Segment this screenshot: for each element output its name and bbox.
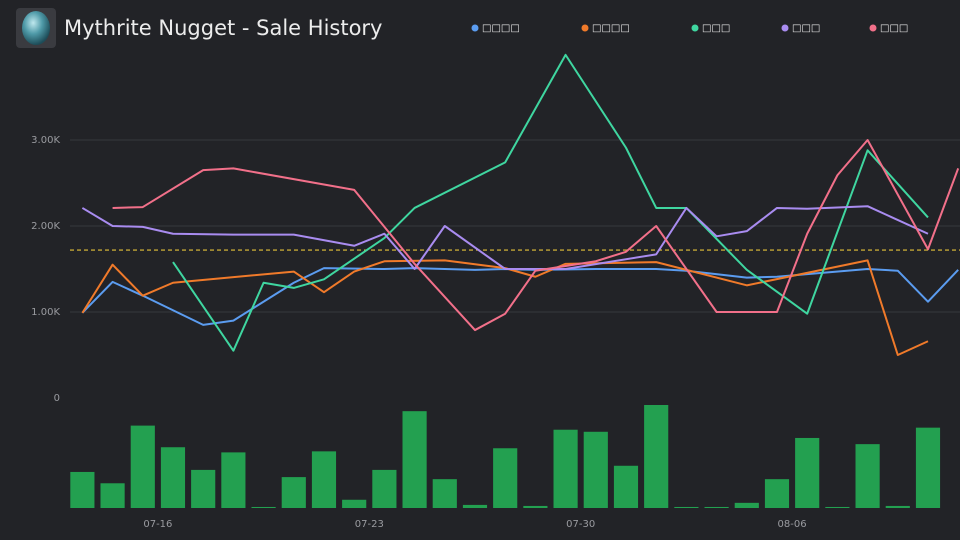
legend-label[interactable]: □□□ xyxy=(880,23,908,34)
volume-bar xyxy=(281,477,306,508)
x-tick-label: 08-06 xyxy=(778,519,807,530)
volume-bar xyxy=(885,505,910,508)
volume-bar xyxy=(674,506,699,508)
volume-bar xyxy=(402,411,427,508)
chart-title: Mythrite Nugget - Sale History xyxy=(64,16,383,40)
legend-label[interactable]: □□□ xyxy=(702,23,730,34)
volume-bar xyxy=(191,469,216,508)
y-tick-label: 2.00K xyxy=(31,221,60,232)
x-tick-label: 07-30 xyxy=(566,519,595,530)
volume-bar xyxy=(462,504,488,508)
volume-bar xyxy=(825,506,850,508)
volume-bar xyxy=(915,427,941,508)
legend-label[interactable]: □□□□ xyxy=(482,23,520,34)
series-line xyxy=(81,205,929,270)
legend-marker[interactable] xyxy=(471,24,479,32)
y-tick-label: 3.00K xyxy=(31,135,60,146)
legend-marker[interactable] xyxy=(581,24,589,32)
volume-bar xyxy=(583,431,608,508)
volume-bar xyxy=(734,502,759,508)
volume-bar xyxy=(130,425,155,508)
volume-bar xyxy=(221,452,246,508)
volume-bar xyxy=(523,505,548,508)
volume-bar xyxy=(372,469,397,508)
legend-label[interactable]: □□□□ xyxy=(592,23,630,34)
volume-bar xyxy=(311,451,337,508)
legend-label[interactable]: □□□ xyxy=(792,23,820,34)
volume-bar xyxy=(432,479,457,508)
volume-bar xyxy=(644,405,669,508)
volume-bar xyxy=(70,471,95,508)
y-tick-label: 0 xyxy=(54,393,60,404)
volume-bar xyxy=(100,483,125,508)
legend-marker[interactable] xyxy=(869,24,877,32)
x-tick-label: 07-16 xyxy=(143,519,172,530)
legend-marker[interactable] xyxy=(691,24,699,32)
volume-bar xyxy=(764,479,790,508)
item-icon-gem xyxy=(22,11,50,45)
volume-bar xyxy=(613,465,639,508)
y-tick-label: 1.00K xyxy=(31,307,60,318)
volume-bar xyxy=(160,447,186,508)
volume-bar xyxy=(342,499,367,508)
series-line xyxy=(112,139,960,332)
volume-bar xyxy=(704,506,729,508)
series-line xyxy=(81,259,929,356)
series-line xyxy=(172,53,929,352)
volume-bar xyxy=(251,506,276,508)
volume-bar xyxy=(553,429,578,508)
volume-bar xyxy=(795,437,820,508)
volume-bar xyxy=(855,444,880,508)
legend-marker[interactable] xyxy=(781,24,789,32)
x-tick-label: 07-23 xyxy=(355,519,384,530)
volume-bar xyxy=(493,448,518,508)
